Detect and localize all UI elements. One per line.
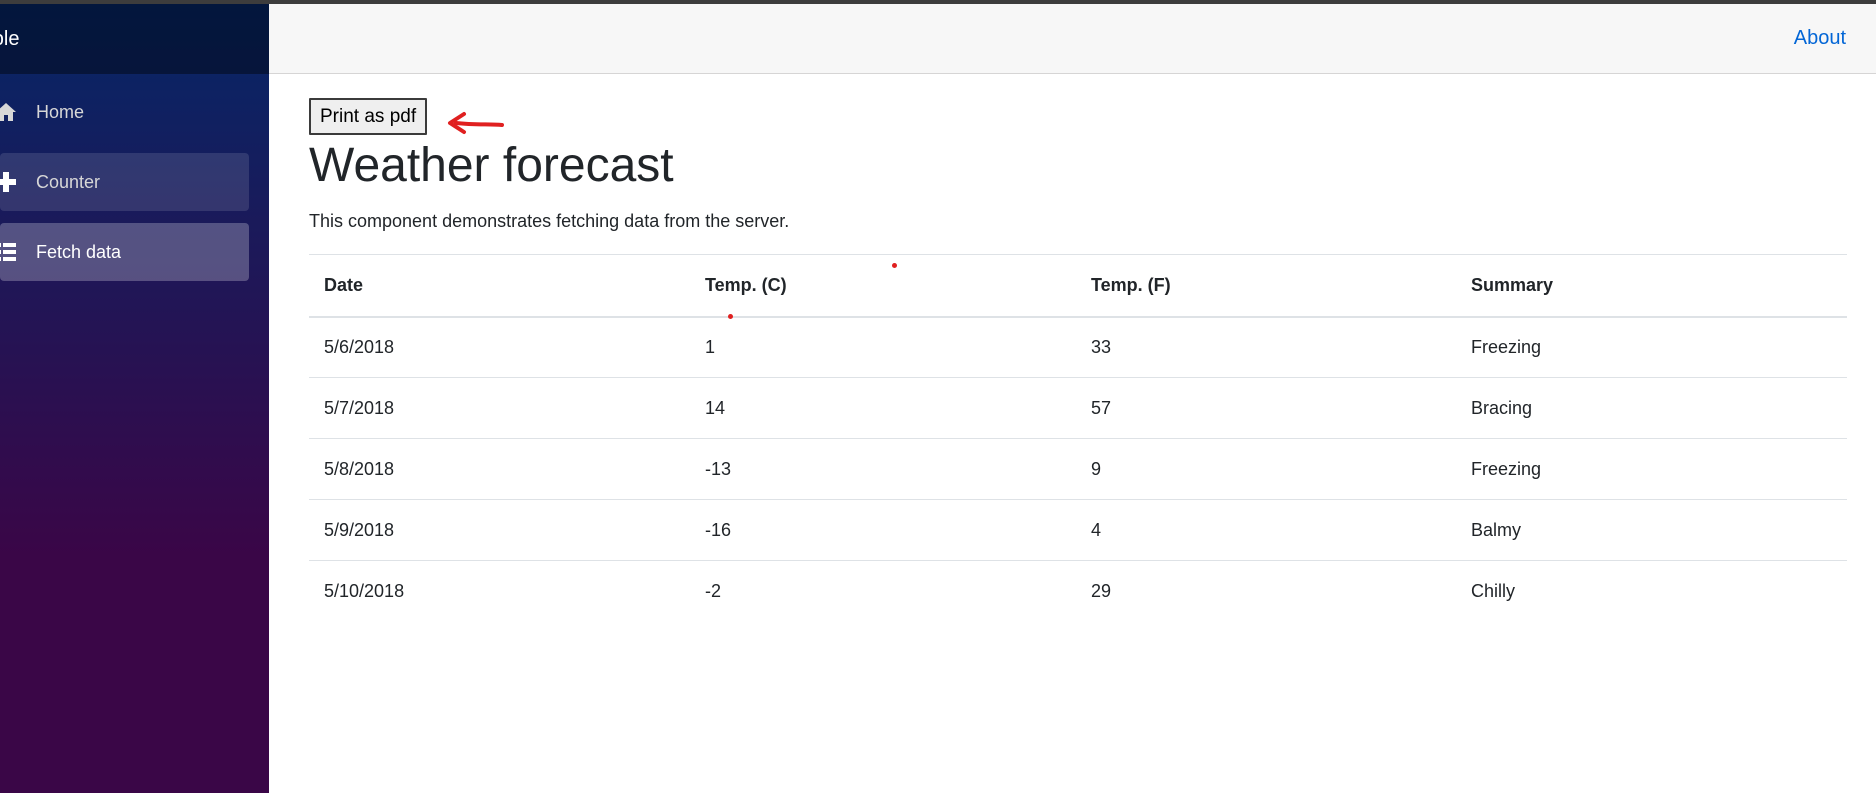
annotation-arrow-icon	[448, 112, 504, 134]
cell-temp-f: 4	[1076, 499, 1456, 561]
forecast-table: Date Temp. (C) Temp. (F) Summary 5/6/201…	[309, 254, 1847, 622]
sidebar-item-home[interactable]: Home	[0, 83, 249, 141]
cell-temp-c: -2	[690, 560, 1076, 622]
cell-date: 5/6/2018	[309, 316, 690, 378]
main-area: About Print as pdf Weather forecast This…	[269, 4, 1876, 793]
cell-temp-f: 33	[1076, 316, 1456, 378]
header-temp-f: Temp. (F)	[1076, 254, 1456, 318]
header-temp-c: Temp. (C)	[690, 254, 1076, 318]
list-icon	[0, 243, 16, 261]
home-icon	[0, 103, 16, 121]
cell-date: 5/8/2018	[309, 438, 690, 500]
table-row: 5/6/2018 1 33 Freezing	[309, 316, 1847, 378]
cell-temp-c: 1	[690, 316, 1076, 378]
sidebar-item-label: Counter	[36, 171, 101, 192]
cell-date: 5/9/2018	[309, 499, 690, 561]
cell-temp-c: 14	[690, 377, 1076, 439]
page-description: This component demonstrates fetching dat…	[309, 211, 790, 231]
cell-date: 5/10/2018	[309, 560, 690, 622]
page-title: Weather forecast	[309, 139, 674, 192]
cell-temp-f: 57	[1076, 377, 1456, 439]
cell-temp-f: 29	[1076, 560, 1456, 622]
cell-date: 5/7/2018	[309, 377, 690, 439]
table-row: 5/7/2018 14 57 Bracing	[309, 377, 1847, 439]
window-top-border	[0, 0, 1876, 4]
about-link[interactable]: About	[1793, 27, 1846, 49]
cell-temp-c: -13	[690, 438, 1076, 500]
annotation-dot	[728, 314, 733, 319]
table-row: 5/9/2018 -16 4 Balmy	[309, 499, 1847, 561]
annotation-dot	[892, 263, 897, 268]
cell-summary: Freezing	[1456, 438, 1847, 500]
table-row: 5/10/2018 -2 29 Chilly	[309, 560, 1847, 622]
nav-menu: Home Counter Fetch data	[0, 74, 269, 281]
sidebar-item-fetch-data[interactable]: Fetch data	[0, 223, 249, 281]
plus-icon	[0, 172, 16, 192]
brand-bar: ample	[0, 4, 269, 74]
cell-summary: Freezing	[1456, 316, 1847, 378]
sidebar-item-label: Fetch data	[36, 241, 122, 262]
sidebar-item-label: Home	[36, 101, 85, 122]
sidebar-item-counter[interactable]: Counter	[0, 153, 249, 211]
top-row: About	[269, 4, 1876, 74]
cell-temp-f: 9	[1076, 438, 1456, 500]
table-header-row: Date Temp. (C) Temp. (F) Summary	[309, 254, 1847, 318]
cell-summary: Balmy	[1456, 499, 1847, 561]
header-date: Date	[309, 254, 690, 318]
header-summary: Summary	[1456, 254, 1847, 318]
table-row: 5/8/2018 -13 9 Freezing	[309, 438, 1847, 500]
page-content: Print as pdf Weather forecast This compo…	[269, 74, 1876, 622]
cell-temp-c: -16	[690, 499, 1076, 561]
sidebar: ample Home Counter Fetch dat	[0, 4, 269, 793]
print-as-pdf-button[interactable]: Print as pdf	[309, 98, 428, 135]
cell-summary: Chilly	[1456, 560, 1847, 622]
brand-link[interactable]: ample	[0, 27, 20, 50]
cell-summary: Bracing	[1456, 377, 1847, 439]
